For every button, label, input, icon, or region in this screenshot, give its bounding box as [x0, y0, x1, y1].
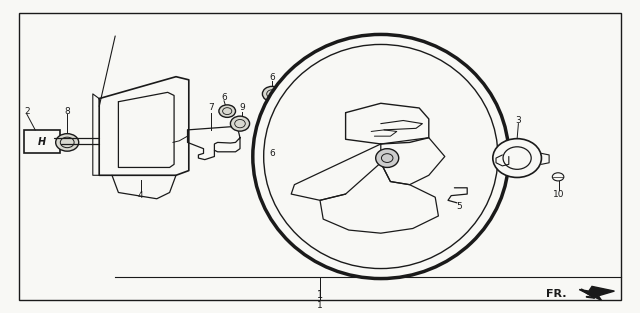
Bar	[24, 130, 60, 153]
Polygon shape	[320, 163, 438, 233]
Ellipse shape	[253, 34, 509, 279]
Polygon shape	[99, 77, 189, 175]
Ellipse shape	[376, 149, 399, 167]
Text: 8: 8	[65, 107, 70, 115]
Polygon shape	[291, 144, 381, 200]
Text: FR.: FR.	[546, 289, 566, 299]
Polygon shape	[579, 286, 614, 300]
Text: 5: 5	[457, 202, 462, 211]
Text: 10: 10	[553, 190, 564, 198]
Text: 9: 9	[239, 104, 244, 112]
Polygon shape	[381, 138, 445, 185]
Text: 4: 4	[138, 191, 143, 200]
Text: 1: 1	[317, 301, 323, 310]
Ellipse shape	[493, 139, 541, 177]
Text: 2: 2	[24, 107, 29, 115]
Text: H: H	[38, 137, 46, 146]
Text: 7: 7	[209, 104, 214, 112]
Ellipse shape	[56, 134, 79, 151]
Ellipse shape	[230, 116, 250, 131]
Text: 3: 3	[516, 116, 521, 125]
Text: 1: 1	[317, 290, 323, 300]
Text: 6: 6	[269, 73, 275, 82]
Ellipse shape	[262, 86, 282, 101]
Ellipse shape	[219, 105, 236, 117]
Polygon shape	[346, 103, 429, 144]
Text: 6: 6	[221, 93, 227, 101]
Ellipse shape	[262, 132, 282, 147]
Text: 6: 6	[269, 149, 275, 158]
